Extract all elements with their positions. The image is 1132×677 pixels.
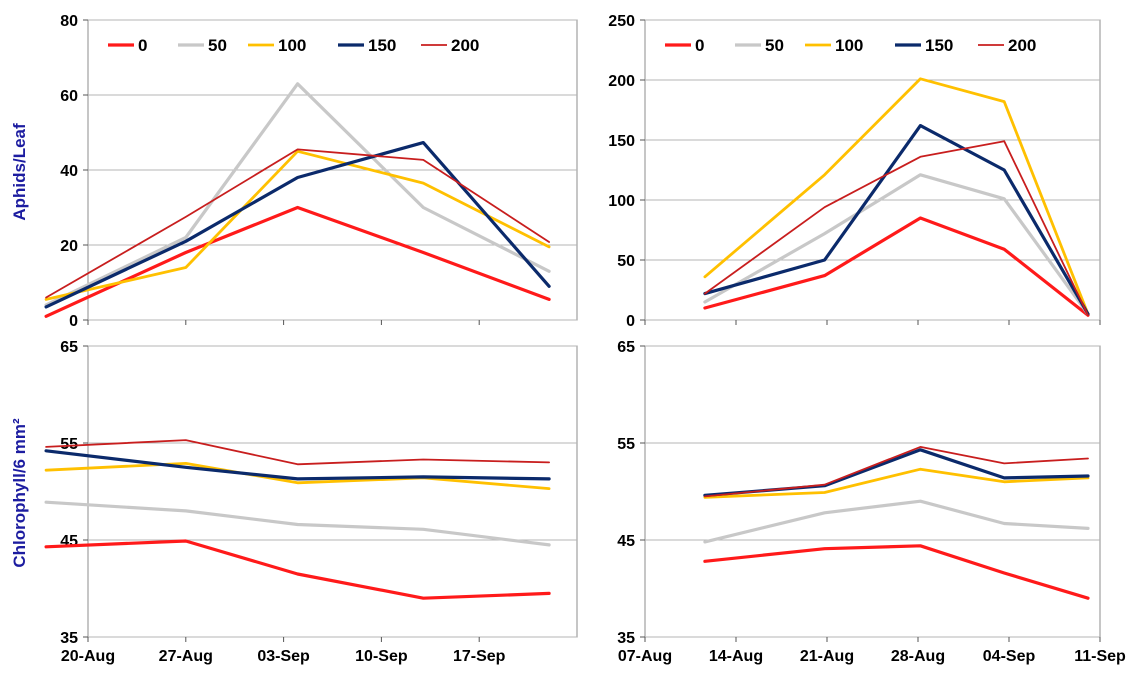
legend-label-150: 150 <box>368 36 396 55</box>
y-tick-label: 55 <box>60 436 78 453</box>
x-tick-label: 14-Aug <box>709 648 763 665</box>
y-tick-label: 80 <box>60 13 78 30</box>
y-tick-label: 35 <box>60 630 78 647</box>
series-line-50 <box>44 500 551 547</box>
y-tick-label: 100 <box>608 193 635 210</box>
series-line-100 <box>44 461 551 491</box>
series-line-200 <box>704 445 1089 498</box>
legend-label-200: 200 <box>451 36 479 55</box>
series-line-150 <box>703 123 1090 316</box>
x-tick-label: 20-Aug <box>61 648 115 665</box>
y-tick-label: 250 <box>608 13 635 30</box>
x-tick-label: 17-Sep <box>453 648 506 665</box>
series-line-150 <box>44 141 551 309</box>
series-line-150 <box>44 449 551 481</box>
series-line-100 <box>44 149 551 301</box>
y-tick-label: 45 <box>617 533 635 550</box>
y-tick-label: 150 <box>608 133 635 150</box>
series-line-50 <box>44 82 551 307</box>
x-tick-label: 04-Sep <box>983 648 1036 665</box>
x-tick-label: 11-Sep <box>1074 648 1126 665</box>
legend-label-150: 150 <box>925 36 953 55</box>
x-tick-label: 28-Aug <box>891 648 945 665</box>
x-tick-label: 07-Aug <box>618 648 672 665</box>
legend-label-100: 100 <box>278 36 306 55</box>
legend-label-0: 0 <box>695 36 704 55</box>
chart-panel-bottom-right: 35 45 55 65 07-Aug 14-Aug 21-Aug 28-Aug 04-Sep 11… <box>617 339 1126 665</box>
series-line-0 <box>44 205 551 318</box>
series-line-200 <box>704 140 1089 317</box>
series-line-0 <box>703 544 1090 600</box>
series-line-100 <box>703 467 1090 499</box>
chart-panel-top-right: 0 50 100 150 200 250 0 50 100 150 200 <box>608 13 1101 330</box>
y-tick-label: 20 <box>60 238 78 255</box>
legend-label-0: 0 <box>138 36 147 55</box>
x-tick-label: 21-Aug <box>800 648 854 665</box>
legend-label-100: 100 <box>835 36 863 55</box>
series-line-200 <box>45 439 550 466</box>
y-tick-label: 0 <box>626 313 635 330</box>
y-tick-label: 50 <box>617 253 635 270</box>
series-line-100 <box>703 77 1090 316</box>
legend-label-50: 50 <box>208 36 227 55</box>
series-line-0 <box>44 539 551 600</box>
y-tick-label: 65 <box>617 339 635 356</box>
y-tick-label: 200 <box>608 73 635 90</box>
y-axis-label-aphids: Aphids/Leaf <box>10 123 29 221</box>
chart-panel-top-left: 0 20 40 60 80 0 50 100 150 200 <box>44 13 578 330</box>
x-tick-label: 03-Sep <box>257 648 310 665</box>
series-line-50 <box>703 173 1090 316</box>
series-line-200 <box>45 148 550 299</box>
y-tick-label: 35 <box>617 630 635 647</box>
y-tick-label: 40 <box>60 163 78 180</box>
legend-label-200: 200 <box>1008 36 1036 55</box>
x-tick-label: 27-Aug <box>159 648 213 665</box>
y-tick-label: 65 <box>60 339 78 356</box>
legend-label-50: 50 <box>765 36 784 55</box>
x-tick-label: 10-Sep <box>355 648 408 665</box>
y-tick-label: 0 <box>69 313 78 330</box>
series-line-0 <box>703 216 1090 317</box>
y-tick-label: 60 <box>60 88 78 105</box>
y-axis-label-chlorophyll: Chlorophyll/6 mm² <box>10 418 29 568</box>
series-line-50 <box>703 499 1090 544</box>
y-tick-label: 55 <box>617 436 635 453</box>
